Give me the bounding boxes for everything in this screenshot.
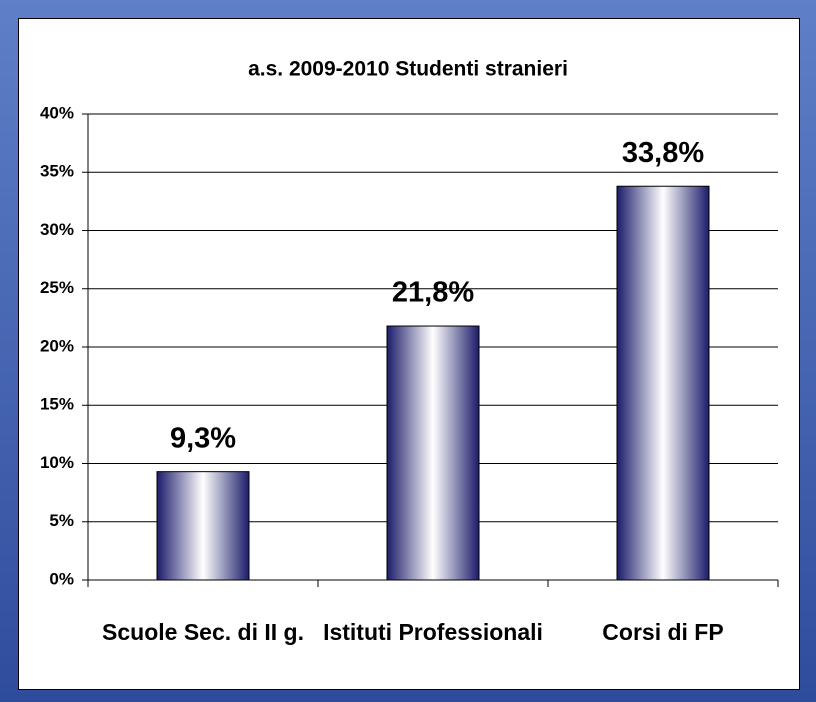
- y-tick-label: 30%: [40, 220, 74, 239]
- x-tick-label: Corsi di FP: [602, 619, 724, 645]
- data-label: 9,3%: [170, 422, 236, 454]
- y-tick-label: 35%: [40, 162, 74, 181]
- y-tick-label: 5%: [49, 511, 74, 530]
- x-tick-label: Scuole Sec. di II g.: [102, 619, 304, 645]
- data-label: 21,8%: [392, 277, 474, 309]
- y-tick-label: 10%: [40, 453, 74, 472]
- bar: [156, 471, 250, 581]
- x-tick-label: Istituti Professionali: [323, 619, 543, 645]
- y-tick-label: 0%: [49, 569, 74, 588]
- chart-title: a.s. 2009-2010 Studenti stranieri: [248, 58, 568, 81]
- y-tick-label: 25%: [40, 278, 74, 297]
- bar: [616, 185, 710, 581]
- bar: [386, 325, 480, 581]
- y-tick-label: 20%: [40, 336, 74, 355]
- y-tick-label: 40%: [40, 103, 74, 122]
- y-tick-label: 15%: [40, 395, 74, 414]
- data-label: 33,8%: [622, 137, 704, 169]
